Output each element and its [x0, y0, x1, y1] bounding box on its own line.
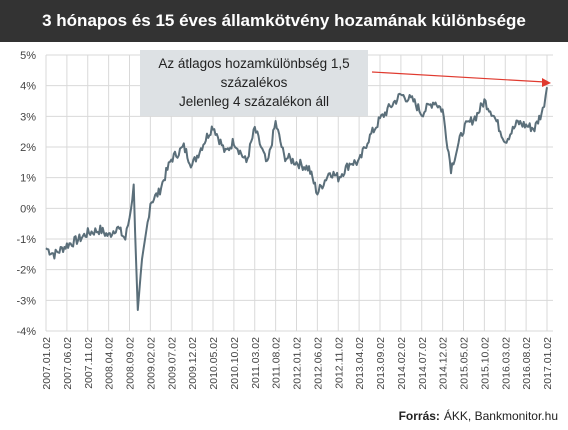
- x-tick-label: 2015.05.02: [459, 337, 471, 390]
- annotation-box: [140, 50, 368, 116]
- x-tick-label: 2011.08.02: [271, 337, 283, 389]
- annotation-arrowhead: [542, 78, 551, 87]
- annotation-arrow: [371, 71, 546, 83]
- x-tick-label: 2009.07.02: [166, 337, 178, 390]
- x-tick-label: 2015.10.02: [479, 337, 491, 390]
- x-tick-label: 2014.02.02: [396, 337, 408, 390]
- x-tick-label: 2010.05.02: [208, 337, 220, 390]
- annotation: Az átlagos hozamkülönbség 1,5 százalékos…: [140, 50, 551, 116]
- x-axis: 2007.01.02 2007.06.02 2007.11.02 2008.04.02…: [41, 337, 554, 390]
- chart-title: 3 hónapos és 15 éves államkötvény hozamá…: [0, 0, 568, 42]
- x-tick-label: 2009.02.02: [145, 337, 157, 390]
- y-tick-label: 3%: [20, 111, 36, 123]
- annotation-line-2: százalékos: [221, 75, 288, 90]
- x-tick-label: 2014.07.02: [417, 337, 429, 390]
- x-tick-label: 2007.06.02: [62, 337, 74, 390]
- y-tick-label: 2%: [20, 142, 36, 154]
- x-tick-label: 2017.01.02: [542, 337, 554, 390]
- annotation-line-1: Az átlagos hozamkülönbség 1,5: [158, 56, 349, 71]
- x-tick-label: 2013.09.02: [375, 337, 387, 390]
- y-tick-label: 4%: [20, 81, 36, 93]
- x-tick-label: 2012.11.02: [333, 337, 345, 389]
- y-tick-label: 0%: [20, 203, 36, 215]
- x-tick-label: 2010.10.02: [229, 337, 241, 390]
- x-tick-label: 2008.09.02: [125, 337, 137, 390]
- x-tick-label: 2013.04.02: [354, 337, 366, 390]
- x-tick-label: 2007.11.02: [83, 337, 95, 389]
- x-tick-label: 2008.04.02: [104, 337, 116, 390]
- x-tick-label: 2016.08.02: [521, 337, 533, 390]
- y-tick-label: -4%: [16, 326, 36, 338]
- y-tick-label: 5%: [20, 50, 36, 62]
- line-chart: 5%4%3%2%1%0%-1%-2%-3%-4% 2007.01.02 2007.…: [16, 50, 554, 390]
- x-tick-label: 2012.01.02: [292, 337, 304, 390]
- x-tick-label: 2009.12.02: [187, 337, 199, 390]
- x-tick-label: 2016.03.02: [500, 337, 512, 390]
- line-layer: [45, 87, 548, 311]
- x-tick-label: 2014.12.02: [438, 337, 450, 390]
- y-tick-label: -2%: [16, 265, 36, 277]
- y-tick-label: 1%: [20, 173, 36, 185]
- series-line: [45, 87, 548, 311]
- source-note: Forrás: ÁKK, Bankmonitor.hu: [399, 409, 558, 423]
- y-tick-label: -1%: [16, 234, 36, 246]
- source-text: ÁKK, Bankmonitor.hu: [443, 409, 558, 423]
- source-label: Forrás:: [398, 409, 440, 423]
- annotation-line-3: Jelenleg 4 százalékon áll: [179, 94, 329, 109]
- x-tick-label: 2012.06.02: [312, 337, 324, 390]
- x-tick-label: 2007.01.02: [41, 337, 53, 390]
- y-axis: 5% 4% 3% 2% 1% 0% -1% -2% -3% -4%: [16, 50, 36, 338]
- x-tick-label: 2011.03.02: [250, 337, 262, 389]
- y-tick-label: -3%: [16, 295, 36, 307]
